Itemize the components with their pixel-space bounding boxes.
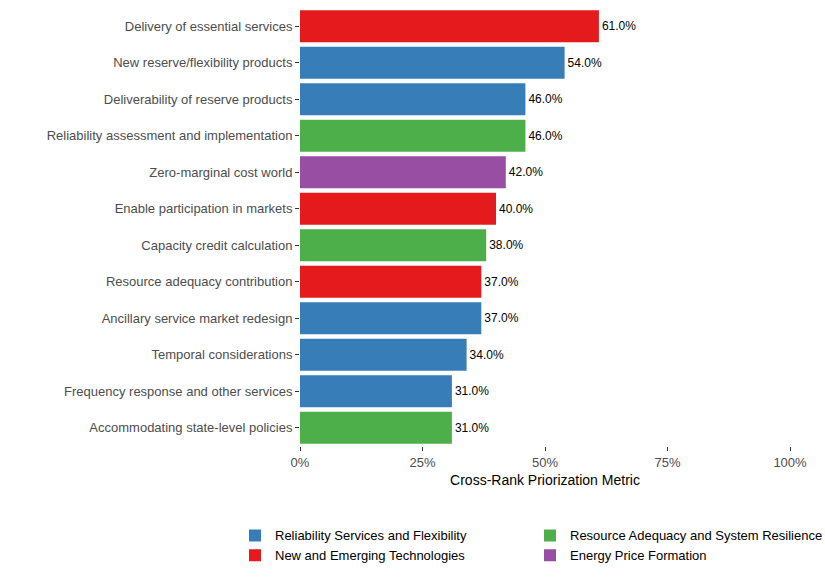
svg-text:Reliability assessment and imp: Reliability assessment and implementatio… — [47, 128, 293, 143]
svg-text:Cross-Rank Priorization Metric: Cross-Rank Priorization Metric — [450, 472, 640, 488]
svg-text:Enable participation in market: Enable participation in markets — [115, 201, 293, 216]
svg-text:46.0%: 46.0% — [528, 92, 562, 106]
svg-text:46.0%: 46.0% — [528, 129, 562, 143]
svg-text:Deliverability of reserve prod: Deliverability of reserve products — [104, 92, 293, 107]
svg-text:Delivery of essential services: Delivery of essential services — [125, 19, 293, 34]
svg-text:Frequency response and other s: Frequency response and other services — [64, 384, 293, 399]
svg-text:37.0%: 37.0% — [484, 275, 518, 289]
svg-text:0%: 0% — [291, 455, 310, 470]
svg-text:Capacity credit calculation: Capacity credit calculation — [141, 238, 292, 253]
svg-text:Energy Price Formation: Energy Price Formation — [570, 548, 707, 563]
svg-text:100%: 100% — [773, 455, 807, 470]
svg-text:Temporal considerations: Temporal considerations — [151, 347, 292, 362]
svg-text:75%: 75% — [654, 455, 680, 470]
svg-text:Ancillary service market redes: Ancillary service market redesign — [102, 311, 293, 326]
svg-text:61.0%: 61.0% — [602, 19, 636, 33]
svg-text:Resource Adequacy and System R: Resource Adequacy and System Resilience — [570, 528, 822, 543]
svg-text:Resource adequacy contribution: Resource adequacy contribution — [106, 274, 292, 289]
svg-text:31.0%: 31.0% — [455, 421, 489, 435]
svg-text:New reserve/flexibility produc: New reserve/flexibility products — [113, 55, 293, 70]
svg-text:40.0%: 40.0% — [499, 202, 533, 216]
svg-text:31.0%: 31.0% — [455, 384, 489, 398]
svg-text:54.0%: 54.0% — [568, 56, 602, 70]
svg-text:50%: 50% — [532, 455, 558, 470]
svg-text:25%: 25% — [409, 455, 435, 470]
svg-text:42.0%: 42.0% — [509, 165, 543, 179]
svg-text:Zero-marginal cost world: Zero-marginal cost world — [149, 165, 292, 180]
svg-text:38.0%: 38.0% — [489, 238, 523, 252]
svg-text:34.0%: 34.0% — [470, 348, 504, 362]
svg-text:37.0%: 37.0% — [484, 311, 518, 325]
svg-text:Accommodating state-level poli: Accommodating state-level policies — [89, 420, 293, 435]
svg-text:New and Emerging Technologies: New and Emerging Technologies — [275, 548, 465, 563]
svg-text:Reliability Services and Flexi: Reliability Services and Flexibility — [275, 528, 467, 543]
